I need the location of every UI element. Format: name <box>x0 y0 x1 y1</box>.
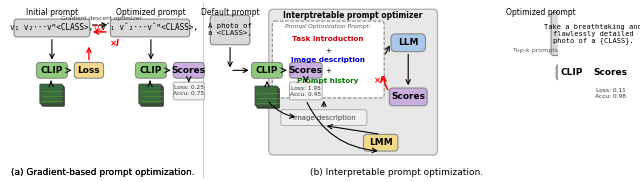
FancyBboxPatch shape <box>141 87 163 106</box>
Text: Task introduction: Task introduction <box>292 36 364 42</box>
FancyBboxPatch shape <box>140 86 163 105</box>
FancyBboxPatch shape <box>74 62 104 78</box>
FancyBboxPatch shape <box>391 34 426 52</box>
Text: LLM: LLM <box>398 38 419 47</box>
Text: ×I: ×I <box>374 76 384 85</box>
FancyBboxPatch shape <box>389 88 427 106</box>
Text: ×I: ×I <box>109 39 120 48</box>
FancyBboxPatch shape <box>560 87 582 107</box>
Text: Scores: Scores <box>593 68 627 77</box>
Text: (a) Gradient-based prompt optimization.: (a) Gradient-based prompt optimization. <box>11 168 195 177</box>
Text: Loss: 1.95: Loss: 1.95 <box>291 86 321 91</box>
FancyBboxPatch shape <box>272 21 384 98</box>
FancyBboxPatch shape <box>257 88 280 108</box>
FancyBboxPatch shape <box>594 84 627 102</box>
Text: Loss: 0.25: Loss: 0.25 <box>174 85 204 90</box>
Text: Loss: 0.11: Loss: 0.11 <box>596 88 625 92</box>
Text: Default prompt: Default prompt <box>201 8 259 17</box>
Text: A photo of
a <CLASS>,: A photo of a <CLASS>, <box>208 23 252 36</box>
Text: Loss: Loss <box>77 66 100 75</box>
Text: CLIP: CLIP <box>140 66 162 75</box>
Text: Initial prompt: Initial prompt <box>26 8 78 17</box>
FancyBboxPatch shape <box>255 86 277 106</box>
Text: Scores: Scores <box>391 92 425 101</box>
FancyBboxPatch shape <box>14 19 90 37</box>
Text: CLIP: CLIP <box>256 66 278 75</box>
Text: Prompt history: Prompt history <box>298 78 359 84</box>
FancyBboxPatch shape <box>289 82 322 100</box>
FancyBboxPatch shape <box>562 90 584 109</box>
Text: +: + <box>325 68 331 74</box>
FancyBboxPatch shape <box>561 88 583 108</box>
Text: Accu: 0.75: Accu: 0.75 <box>173 91 204 96</box>
Text: Image description: Image description <box>291 58 365 64</box>
Text: (b) Interpretable prompt optimization.: (b) Interpretable prompt optimization. <box>310 168 483 177</box>
Text: v̂₁ v̂₂···v̂ᴹ<CLASS>,: v̂₁ v̂₂···v̂ᴹ<CLASS>, <box>102 23 198 32</box>
Text: Prompt Optimization Prompt:: Prompt Optimization Prompt: <box>285 23 371 29</box>
Text: Image description: Image description <box>292 115 355 121</box>
FancyBboxPatch shape <box>257 88 278 107</box>
Text: Optimized prompt: Optimized prompt <box>116 8 186 17</box>
Text: CLIP: CLIP <box>561 68 583 77</box>
Text: Scores: Scores <box>289 66 323 75</box>
Text: $\nabla_V$: $\nabla_V$ <box>93 23 106 35</box>
Text: LMM: LMM <box>369 138 392 147</box>
FancyBboxPatch shape <box>594 64 627 80</box>
FancyBboxPatch shape <box>40 84 62 104</box>
Text: Scores: Scores <box>172 66 206 75</box>
Text: v₁ v₂···vᴹ<CLASS>,: v₁ v₂···vᴹ<CLASS>, <box>10 23 93 32</box>
FancyBboxPatch shape <box>42 87 65 106</box>
Text: CLIP: CLIP <box>41 66 63 75</box>
Text: +: + <box>325 48 331 54</box>
FancyBboxPatch shape <box>173 82 204 100</box>
FancyBboxPatch shape <box>269 9 438 155</box>
Text: (a) Gradient-based prompt optimization.: (a) Gradient-based prompt optimization. <box>11 168 195 177</box>
FancyBboxPatch shape <box>173 62 204 78</box>
Text: Take a breathtaking and
flawlessly detailed
photo of a {CLASS}.: Take a breathtaking and flawlessly detai… <box>545 23 640 44</box>
Text: Accu: 0.98: Accu: 0.98 <box>595 94 626 99</box>
FancyBboxPatch shape <box>139 84 161 104</box>
Text: Gradient descent optimizer: Gradient descent optimizer <box>61 16 142 21</box>
FancyBboxPatch shape <box>364 134 398 151</box>
FancyBboxPatch shape <box>289 62 322 78</box>
FancyBboxPatch shape <box>111 19 189 37</box>
Text: Accu: 0.45: Accu: 0.45 <box>291 92 321 97</box>
FancyBboxPatch shape <box>281 110 367 125</box>
FancyBboxPatch shape <box>556 64 588 80</box>
FancyBboxPatch shape <box>252 62 283 78</box>
FancyBboxPatch shape <box>551 12 636 56</box>
FancyBboxPatch shape <box>36 62 67 78</box>
Text: Top-k prompts: Top-k prompts <box>513 48 558 53</box>
FancyBboxPatch shape <box>211 15 250 45</box>
FancyBboxPatch shape <box>41 86 63 105</box>
FancyBboxPatch shape <box>136 62 166 78</box>
Text: Optimized prompt: Optimized prompt <box>506 8 575 17</box>
Text: Interptretable prompt optimizer: Interptretable prompt optimizer <box>284 11 423 20</box>
